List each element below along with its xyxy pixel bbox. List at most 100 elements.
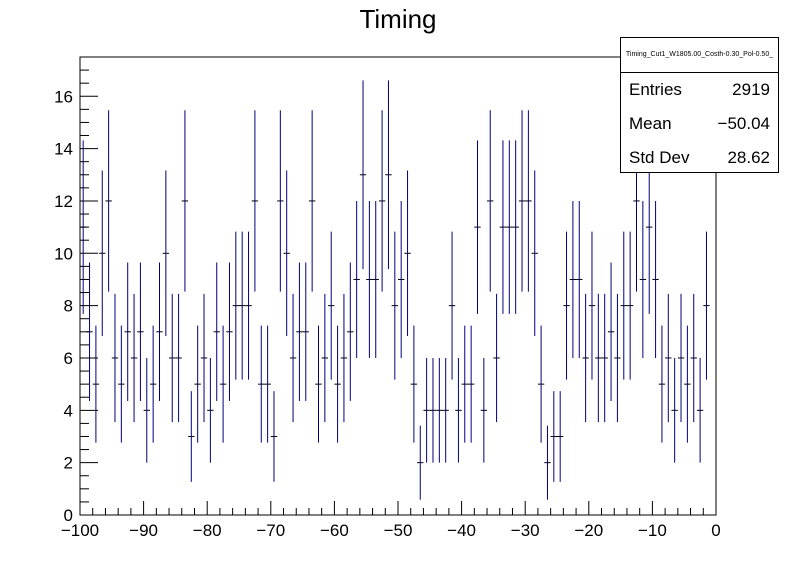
histogram-bin (137, 262, 144, 402)
histogram-bin (429, 357, 437, 463)
histogram-bin (277, 110, 284, 292)
histogram-bin (270, 391, 278, 482)
histogram-bin (175, 293, 182, 423)
histogram-bin (130, 293, 138, 423)
histogram-bin (207, 357, 214, 463)
histogram-bin (92, 325, 100, 443)
y-tick-label: 8 (64, 297, 73, 316)
histogram-bin (239, 231, 246, 380)
y-tick-label: 16 (54, 87, 73, 106)
histogram-bin (518, 110, 526, 292)
y-tick-label: 0 (64, 506, 73, 525)
histogram-bin (537, 325, 545, 443)
histogram-bin (391, 231, 398, 380)
histogram-bin (245, 231, 252, 380)
histogram-bin (461, 325, 468, 443)
histogram-bin (302, 262, 309, 402)
histogram-bin (436, 357, 443, 463)
stats-row-std-dev: Std Dev 28.62 (621, 141, 778, 175)
histogram-bin (118, 325, 125, 443)
histogram-bin (321, 293, 329, 423)
histogram-bin (385, 80, 392, 270)
histogram-bin (188, 391, 195, 482)
x-tick-label: −70 (256, 521, 285, 540)
histogram-bin (181, 110, 189, 292)
histogram-bin (601, 293, 608, 423)
stats-label: Std Dev (629, 148, 690, 167)
histogram-bin (442, 357, 449, 463)
x-tick-label: 0 (711, 521, 720, 540)
x-tick-label: −10 (638, 521, 667, 540)
histogram-bin (696, 357, 704, 463)
histogram-bin (658, 325, 666, 443)
histogram-bin (162, 170, 170, 337)
histogram-bin (690, 293, 697, 423)
y-tick-label: 12 (54, 192, 73, 211)
histogram-bin (283, 170, 290, 337)
histogram-bin (480, 357, 488, 463)
histogram-bin (563, 231, 570, 380)
histogram-bin (296, 262, 303, 402)
stats-value: 2919 (732, 80, 770, 99)
histogram-bin (620, 231, 627, 380)
histogram-bin (576, 200, 583, 358)
y-tick-label: 10 (54, 244, 73, 263)
histogram-bin (366, 200, 373, 358)
histogram-bin (493, 293, 500, 423)
histogram-bin (340, 293, 348, 423)
stats-label: Entries (629, 80, 682, 99)
histogram-bin (525, 110, 532, 292)
histogram-bin (378, 110, 386, 292)
histogram-bin (455, 357, 462, 463)
stats-box: Timing_Cut1_W1805.00_Costh-0.30_Pol-0.50… (620, 37, 779, 173)
histogram-bin (264, 325, 271, 443)
histogram-bin (474, 140, 481, 314)
chart-title: Timing (359, 4, 436, 34)
histogram-bin (315, 325, 322, 443)
histogram-bin (544, 425, 551, 500)
histogram-bin (398, 200, 405, 358)
histogram-bin (671, 357, 678, 463)
histogram-bin (677, 293, 685, 423)
x-tick-label: −80 (193, 521, 222, 540)
histogram-bin (665, 293, 672, 423)
histogram-bin (595, 293, 602, 423)
histogram-bin (353, 200, 360, 358)
x-tick-label: −60 (320, 521, 349, 540)
histogram-bin (359, 80, 367, 270)
histogram-bin (607, 262, 615, 402)
histogram-bin (404, 170, 411, 337)
histogram-bin (684, 325, 691, 443)
histogram-bin (372, 200, 379, 358)
histogram-bin (550, 391, 557, 482)
stats-value: 28.62 (727, 148, 770, 167)
histogram-bin (626, 231, 634, 380)
stats-value: −50.04 (717, 114, 770, 133)
histogram-bin (582, 293, 589, 423)
histogram-bin (410, 325, 418, 443)
histogram-bin (105, 110, 112, 292)
histogram-bin (213, 262, 220, 402)
histogram-bin (226, 262, 233, 402)
histogram-bin (219, 325, 227, 443)
y-tick-label: 2 (64, 454, 73, 473)
histogram-bin (512, 140, 519, 314)
histogram-bin (194, 325, 201, 443)
histogram-bin (156, 262, 163, 402)
x-tick-label: −90 (129, 521, 158, 540)
histogram-bin (232, 231, 239, 380)
histogram-bin (652, 200, 659, 358)
histogram-bin (200, 293, 208, 423)
histogram-bin (308, 110, 316, 292)
histogram-bin (499, 140, 507, 314)
histogram-bin (423, 357, 430, 463)
stats-row-mean: Mean −50.04 (621, 107, 778, 141)
histogram-bin (169, 293, 176, 423)
histogram-bin (111, 293, 119, 423)
x-tick-label: −30 (511, 521, 540, 540)
histogram-bin (258, 325, 265, 443)
histogram-bin (487, 110, 494, 292)
y-tick-label: 6 (64, 349, 73, 368)
stats-row-entries: Entries 2919 (621, 73, 778, 107)
histogram-bin (417, 425, 424, 500)
